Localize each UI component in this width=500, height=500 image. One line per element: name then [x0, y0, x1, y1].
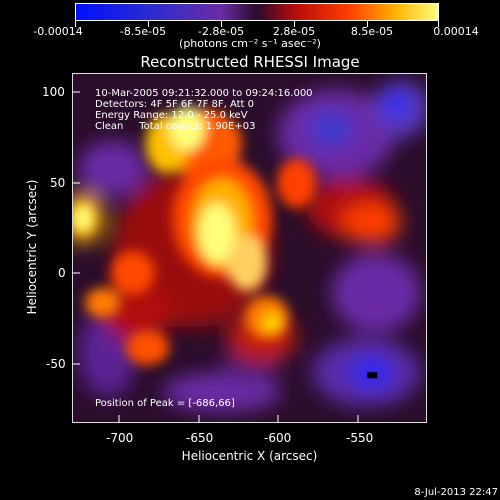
- clean-counts: Clean Total counts: 1.90E+03: [95, 121, 256, 132]
- y-tick-label: 50: [50, 176, 66, 190]
- y-tick-label: -50: [46, 357, 66, 371]
- colorbar-label: 2.8e-05: [272, 25, 316, 38]
- colorbar-tick: [75, 21, 76, 27]
- x-tick-label: -650: [186, 431, 214, 445]
- y-axis-title: Heliocentric Y (arcsec): [25, 179, 39, 315]
- time-range: 10-Mar-2005 09:21:32.000 to 09:24:16.000: [95, 88, 313, 99]
- colorbar-tick: [367, 21, 368, 27]
- x-tick-label: -600: [264, 431, 292, 445]
- peak-position: Position of Peak = [-686,66]: [95, 398, 235, 409]
- energy-range: Energy Range: 12.0 - 25.0 keV: [95, 110, 248, 121]
- observation-info: 10-Mar-2005 09:21:32.000 to 09:24:16.000…: [95, 88, 313, 132]
- colorbar: [75, 3, 439, 21]
- timestamp: 8-Jul-2013 22:47: [414, 487, 498, 498]
- colorbar-label: -2.8e-05: [197, 25, 245, 38]
- image-title: Reconstructed RHESSI Image: [140, 53, 360, 71]
- x-tick-label: -550: [346, 431, 374, 445]
- colorbar-tick: [148, 21, 149, 27]
- colorbar-tick: [294, 21, 295, 27]
- reconstructed-image: 10-Mar-2005 09:21:32.000 to 09:24:16.000…: [72, 73, 427, 423]
- x-axis-title: Heliocentric X (arcsec): [181, 449, 318, 463]
- colorbar-label: -8.5e-05: [119, 25, 167, 38]
- detectors: Detectors: 4F 5F 6F 7F 8F, Att 0: [95, 99, 255, 110]
- colorbar-label: 8.5e-05: [350, 25, 394, 38]
- colorbar-label: -0.00014: [33, 25, 83, 38]
- colorbar-label: 0.00014: [433, 25, 479, 38]
- y-tick-label: 0: [58, 266, 66, 280]
- colorbar-tick: [221, 21, 222, 27]
- colorbar-tick: [438, 21, 439, 27]
- image-heatmap: [73, 74, 426, 422]
- y-tick-label: 100: [42, 85, 65, 99]
- x-tick-label: -700: [106, 431, 134, 445]
- colorbar-units: (photons cm⁻² s⁻¹ asec⁻²): [179, 37, 321, 50]
